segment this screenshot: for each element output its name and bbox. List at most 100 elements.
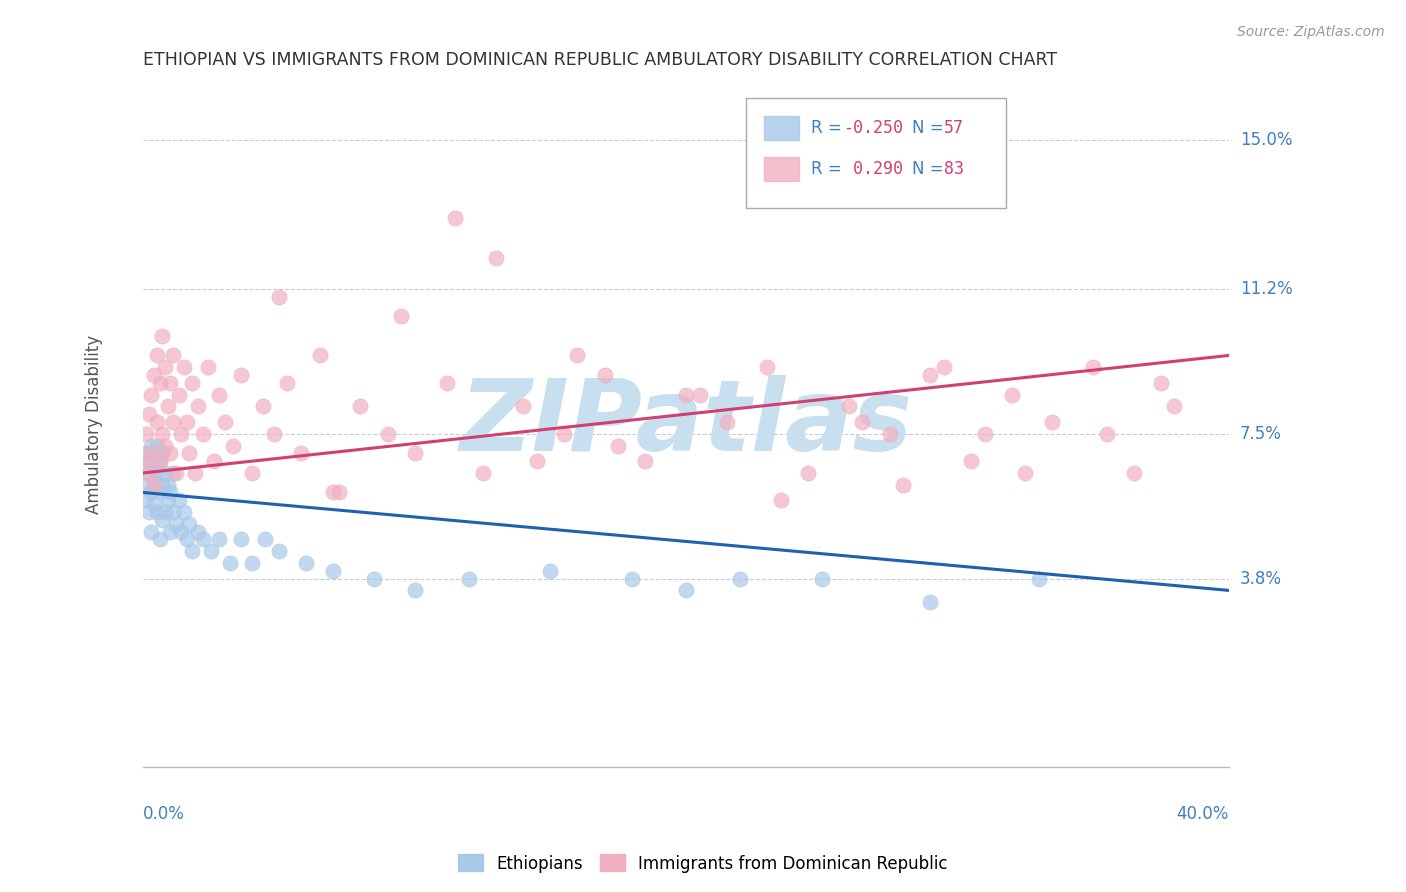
Point — [377, 426, 399, 441]
Point — [146, 438, 169, 452]
Text: 7.5%: 7.5% — [1240, 425, 1282, 442]
Text: 0.0%: 0.0% — [143, 805, 186, 823]
Point — [436, 376, 458, 390]
Point — [797, 466, 820, 480]
Point — [138, 407, 160, 421]
Point — [689, 387, 711, 401]
Point — [143, 474, 166, 488]
Point — [146, 466, 169, 480]
Point — [156, 477, 179, 491]
Point — [179, 516, 201, 531]
Point — [187, 524, 209, 539]
Point — [146, 505, 169, 519]
FancyBboxPatch shape — [745, 98, 1007, 208]
FancyBboxPatch shape — [765, 157, 799, 181]
Point — [290, 446, 312, 460]
Point — [553, 426, 575, 441]
Point — [153, 466, 176, 480]
Point — [153, 505, 176, 519]
Text: N =: N = — [911, 119, 949, 137]
Point — [593, 368, 616, 382]
Point — [512, 400, 534, 414]
Point — [607, 438, 630, 452]
Point — [404, 446, 426, 460]
Point — [851, 415, 873, 429]
Text: ETHIOPIAN VS IMMIGRANTS FROM DOMINICAN REPUBLIC AMBULATORY DISABILITY CORRELATIO: ETHIOPIAN VS IMMIGRANTS FROM DOMINICAN R… — [143, 51, 1057, 69]
Point — [1163, 400, 1185, 414]
Point — [165, 466, 187, 480]
Point — [162, 348, 184, 362]
Point — [1028, 572, 1050, 586]
Point — [879, 426, 901, 441]
Point — [214, 415, 236, 429]
Point — [138, 466, 160, 480]
Point — [191, 426, 214, 441]
Point — [229, 368, 252, 382]
Point — [149, 376, 172, 390]
Point — [526, 454, 548, 468]
Text: 15.0%: 15.0% — [1240, 131, 1292, 149]
Point — [675, 387, 697, 401]
Point — [138, 505, 160, 519]
Text: Source: ZipAtlas.com: Source: ZipAtlas.com — [1237, 25, 1385, 39]
Point — [149, 533, 172, 547]
Point — [229, 533, 252, 547]
Point — [208, 533, 231, 547]
Text: R =: R = — [811, 160, 846, 178]
Point — [146, 348, 169, 362]
Point — [162, 466, 184, 480]
Point — [756, 360, 779, 375]
Point — [254, 533, 277, 547]
Point — [135, 477, 157, 491]
Text: 0.290: 0.290 — [844, 160, 904, 178]
Point — [167, 493, 190, 508]
Point — [181, 376, 204, 390]
Point — [138, 454, 160, 468]
Point — [322, 564, 344, 578]
Point — [1014, 466, 1036, 480]
Point — [973, 426, 995, 441]
Point — [295, 556, 318, 570]
Point — [170, 524, 193, 539]
Point — [159, 376, 181, 390]
Point — [167, 387, 190, 401]
Point — [471, 466, 494, 480]
Text: 40.0%: 40.0% — [1177, 805, 1229, 823]
Point — [141, 524, 163, 539]
Point — [267, 290, 290, 304]
Point — [159, 446, 181, 460]
Point — [1081, 360, 1104, 375]
Point — [567, 348, 589, 362]
Point — [538, 564, 561, 578]
Point — [149, 485, 172, 500]
Point — [153, 438, 176, 452]
Text: -0.250: -0.250 — [844, 119, 904, 137]
Point — [141, 446, 163, 460]
Point — [141, 438, 163, 452]
Point — [634, 454, 657, 468]
Point — [162, 505, 184, 519]
Point — [202, 454, 225, 468]
Point — [150, 329, 173, 343]
Point — [143, 454, 166, 468]
Point — [143, 368, 166, 382]
Point — [150, 513, 173, 527]
Point — [150, 477, 173, 491]
Point — [176, 533, 198, 547]
Point — [769, 493, 792, 508]
Point — [363, 572, 385, 586]
Point — [184, 466, 207, 480]
Point — [143, 497, 166, 511]
Point — [153, 360, 176, 375]
Point — [458, 572, 481, 586]
Point — [1040, 415, 1063, 429]
Point — [150, 426, 173, 441]
Text: N =: N = — [911, 160, 949, 178]
Point — [173, 360, 195, 375]
Point — [349, 400, 371, 414]
Point — [181, 544, 204, 558]
Point — [156, 400, 179, 414]
Point — [485, 251, 508, 265]
Point — [1122, 466, 1144, 480]
Point — [143, 477, 166, 491]
